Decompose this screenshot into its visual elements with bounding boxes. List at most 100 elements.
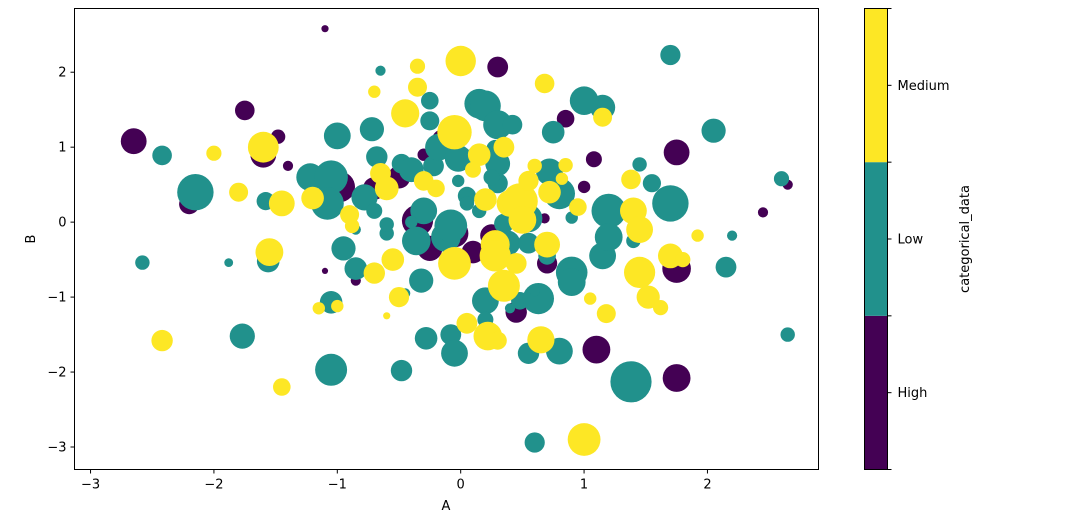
data-point — [268, 190, 295, 217]
data-point — [518, 232, 539, 254]
data-point — [229, 323, 255, 349]
data-point — [235, 100, 255, 121]
data-point — [518, 170, 539, 191]
x-axis-label: A — [442, 499, 451, 514]
data-point — [534, 231, 560, 258]
data-point — [434, 209, 468, 243]
data-point — [375, 65, 386, 76]
data-point — [312, 302, 325, 315]
data-point — [381, 248, 405, 271]
data-point — [331, 236, 356, 261]
colorbar-segment — [864, 162, 888, 316]
x-tick-label: 1 — [580, 478, 588, 493]
data-point — [585, 151, 602, 168]
data-point — [569, 86, 599, 115]
data-point — [421, 91, 439, 110]
data-point — [557, 268, 586, 296]
y-axis: −3 −2 −1 0 1 2 — [47, 66, 75, 456]
x-tick-label: −3 — [81, 478, 100, 493]
data-point — [391, 99, 420, 128]
data-point — [206, 145, 222, 161]
data-point — [388, 287, 410, 308]
y-tick-label: −2 — [47, 366, 66, 381]
data-point — [282, 160, 294, 171]
data-point — [780, 327, 795, 342]
data-point — [555, 172, 569, 185]
data-point — [120, 128, 147, 155]
data-point — [420, 111, 440, 131]
data-point — [527, 326, 555, 354]
data-point — [757, 207, 769, 218]
data-point — [444, 145, 472, 172]
data-point — [632, 157, 647, 172]
data-point — [610, 361, 652, 403]
data-point — [727, 230, 738, 241]
data-point — [660, 44, 681, 66]
data-point — [441, 339, 468, 367]
y-axis-label: B — [24, 235, 39, 244]
data-point — [538, 180, 561, 204]
data-point — [584, 292, 597, 305]
data-point — [534, 73, 555, 94]
data-point — [340, 205, 360, 225]
data-point — [594, 223, 623, 252]
data-point — [483, 110, 513, 140]
colorbar-tick-label: Medium — [898, 79, 950, 94]
data-point — [273, 378, 291, 396]
data-point — [582, 335, 611, 364]
data-point — [323, 122, 351, 150]
data-point — [402, 226, 431, 256]
x-tick-label: −2 — [204, 478, 223, 493]
data-point — [315, 353, 348, 386]
data-point — [229, 182, 249, 202]
data-point — [405, 215, 418, 229]
colorbar-label: categorical_data — [958, 185, 973, 293]
data-point — [624, 256, 656, 288]
data-point — [626, 216, 653, 244]
data-point — [408, 77, 427, 97]
data-point — [642, 174, 662, 193]
data-point — [487, 269, 520, 302]
data-point — [383, 312, 391, 320]
data-point — [374, 176, 399, 201]
data-point — [488, 331, 507, 350]
points-layer — [120, 25, 795, 456]
y-tick-label: −1 — [47, 291, 66, 306]
data-point — [504, 303, 516, 314]
data-point — [569, 198, 587, 216]
data-point — [437, 115, 472, 150]
data-point — [224, 258, 234, 267]
data-point — [152, 145, 172, 166]
data-point — [151, 329, 173, 352]
y-tick-label: 1 — [58, 141, 66, 156]
data-point — [653, 300, 669, 316]
data-point — [524, 432, 545, 453]
data-point — [505, 253, 527, 274]
data-point — [363, 262, 385, 284]
data-point — [636, 285, 660, 309]
data-point — [438, 247, 471, 280]
colorbar: High Low Medium — [864, 8, 950, 470]
data-point — [467, 143, 491, 166]
data-point — [591, 193, 626, 229]
data-point — [459, 196, 475, 211]
data-point — [456, 312, 478, 334]
data-point — [529, 286, 540, 297]
data-point — [493, 136, 515, 158]
data-point — [662, 364, 691, 392]
data-point — [652, 185, 689, 222]
data-point — [366, 202, 383, 219]
x-axis: −3 −2 −1 0 1 2 — [81, 469, 712, 493]
data-point — [621, 169, 641, 190]
x-tick-label: 0 — [457, 478, 465, 493]
data-point — [701, 118, 726, 143]
data-point — [368, 85, 381, 98]
data-point — [474, 188, 497, 211]
data-point — [321, 25, 329, 33]
data-point — [593, 107, 613, 127]
data-point — [321, 267, 329, 274]
colorbar-frame — [864, 8, 888, 470]
data-point — [558, 158, 573, 173]
colorbar-segment — [864, 8, 888, 163]
